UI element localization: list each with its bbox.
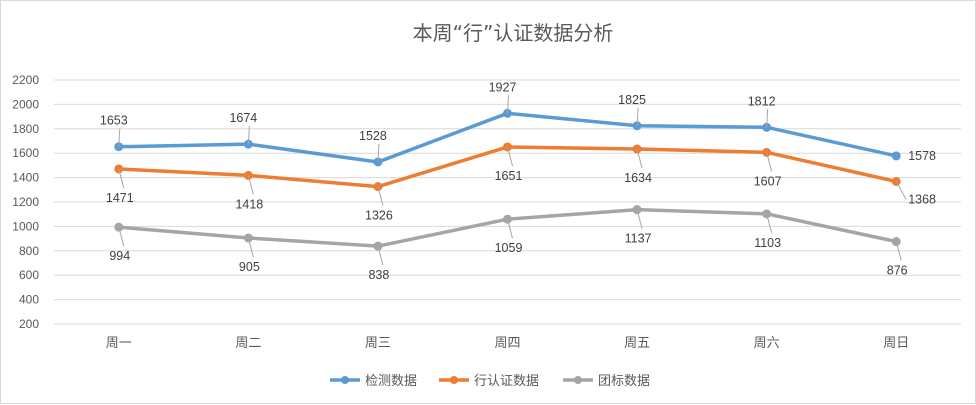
legend-marker <box>450 376 458 384</box>
leader-line <box>507 95 509 114</box>
leader-line <box>766 213 773 233</box>
data-label: 1137 <box>625 232 652 246</box>
leader-line <box>377 143 380 163</box>
x-tick-label: 周日 <box>883 336 909 351</box>
data-label: 1812 <box>748 94 776 108</box>
data-label: 1653 <box>100 114 128 128</box>
leader-line <box>895 181 907 200</box>
leader-line <box>766 109 769 128</box>
data-label: 1927 <box>489 80 517 94</box>
legend-label: 行认证数据 <box>474 374 539 389</box>
y-tick-label: 1800 <box>12 122 39 136</box>
y-tick-label: 2200 <box>12 73 39 87</box>
chart-title: 本周“行”认证数据分析 <box>413 21 614 45</box>
data-label: 1578 <box>908 149 936 163</box>
x-axis: 周一 周二 周三 周四 周五 周六 周日 <box>106 336 909 351</box>
leader-line <box>247 126 250 145</box>
y-tick-label: 1000 <box>12 219 39 233</box>
leader-line <box>636 107 639 126</box>
leader-line <box>118 128 121 147</box>
data-label: 1674 <box>229 111 257 125</box>
leader-line <box>247 175 254 195</box>
leader-line <box>636 148 643 169</box>
data-label: 1103 <box>754 236 781 250</box>
leader-line <box>377 246 384 266</box>
leader-line <box>507 219 513 239</box>
x-tick-label: 周六 <box>754 336 780 351</box>
y-tick-label: 1600 <box>12 146 39 160</box>
legend-label: 检测数据 <box>365 374 417 389</box>
data-label: 1418 <box>235 197 263 211</box>
leader-line <box>118 227 125 247</box>
y-tick-label: 1400 <box>12 171 39 185</box>
data-label: 1634 <box>624 171 652 185</box>
data-label: 1528 <box>359 129 387 143</box>
data-label: 1059 <box>495 241 523 255</box>
x-tick-label: 周五 <box>624 336 650 351</box>
data-label: 1326 <box>365 209 393 223</box>
x-tick-label: 周二 <box>235 336 261 351</box>
x-tick-label: 周一 <box>106 336 132 351</box>
data-label: 994 <box>109 249 130 263</box>
y-tick-label: 800 <box>19 244 39 258</box>
y-tick-label: 2000 <box>12 97 39 111</box>
y-tick-label: 1200 <box>12 195 39 209</box>
data-point <box>891 151 901 161</box>
leader-line <box>377 186 384 206</box>
y-tick-label: 200 <box>19 317 39 331</box>
y-tick-label: 400 <box>19 293 39 307</box>
legend: 检测数据 行认证数据 团标数据 <box>330 374 650 389</box>
y-tick-label: 600 <box>19 268 39 282</box>
x-tick-label: 周三 <box>365 336 391 351</box>
legend-label: 团标数据 <box>598 374 650 389</box>
leader-line <box>247 237 254 258</box>
data-labels: 1653 1674 1528 1927 1825 1812 1578 1471 1418 1326… <box>100 80 936 282</box>
data-label: 905 <box>239 260 260 274</box>
data-label: 1825 <box>618 93 646 107</box>
leader-line <box>766 152 773 172</box>
leader-line <box>895 241 902 261</box>
gridlines <box>54 79 961 325</box>
data-label: 838 <box>368 268 389 282</box>
legend-marker <box>341 376 349 384</box>
data-label: 876 <box>887 264 908 278</box>
data-label: 1471 <box>106 191 134 205</box>
y-axis: 200 400 600 800 1000 1200 1400 1600 1800 2000 2200 <box>12 73 39 331</box>
data-label: 1607 <box>754 174 782 188</box>
data-label: 1368 <box>908 193 936 207</box>
leader-line <box>507 146 513 167</box>
leader-line <box>636 209 643 229</box>
legend-marker <box>574 376 582 384</box>
leader-line <box>118 168 125 189</box>
data-label: 1651 <box>495 169 523 183</box>
x-tick-label: 周四 <box>494 336 520 351</box>
